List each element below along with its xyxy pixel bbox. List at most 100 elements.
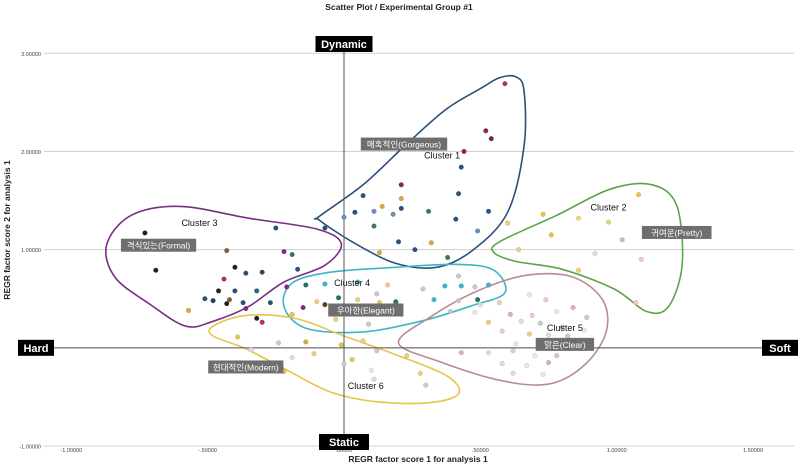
cluster-name-label: Cluster 3 — [181, 218, 217, 228]
data-point — [499, 328, 505, 334]
data-point — [202, 296, 208, 302]
cluster-adjective-badge — [120, 238, 197, 252]
data-point — [499, 360, 505, 367]
data-point — [398, 196, 404, 202]
cluster-adjective-badge — [208, 360, 284, 374]
data-point — [365, 321, 372, 327]
cluster-adjective-badge — [360, 137, 448, 151]
data-point — [221, 276, 227, 282]
data-point — [455, 191, 462, 197]
data-point — [605, 219, 612, 225]
data-point — [254, 288, 260, 294]
data-point — [281, 249, 287, 255]
data-point — [371, 208, 377, 214]
data-point — [333, 316, 339, 322]
y-tick-label: 2.00000 — [21, 150, 41, 156]
data-point — [224, 248, 230, 254]
axis-label-right: Soft — [769, 343, 791, 355]
data-point — [554, 308, 560, 315]
data-point — [412, 247, 418, 253]
data-point — [526, 292, 533, 298]
cluster-adjective-badge — [641, 225, 712, 239]
data-point — [458, 283, 464, 289]
cluster-outlines — [105, 74, 684, 405]
cluster-adjective-label: 우아한(Elegant) — [337, 306, 395, 316]
data-point — [289, 355, 295, 361]
cluster-outline — [105, 205, 343, 328]
data-point — [524, 362, 530, 369]
data-point — [472, 284, 478, 290]
data-point — [300, 305, 306, 311]
data-point — [526, 331, 533, 337]
data-point — [284, 284, 290, 290]
x-tick-label: -.50000 — [198, 448, 217, 454]
data-point — [638, 256, 644, 263]
data-point — [232, 264, 238, 270]
data-point — [185, 307, 192, 314]
data-point — [398, 182, 404, 188]
data-point — [289, 311, 295, 317]
data-point — [259, 269, 265, 275]
data-point — [575, 267, 582, 273]
x-tick-label: .00000 — [336, 448, 353, 454]
cluster-adjective-label: 매혹적인(Gorgeous) — [367, 140, 441, 150]
data-point — [355, 279, 361, 285]
data-point — [502, 81, 508, 87]
data-point — [215, 288, 222, 294]
x-tick-label: 1.00000 — [607, 448, 627, 454]
direction-labels: Dynamic Static Hard Soft — [18, 36, 798, 450]
data-point — [445, 254, 451, 261]
x-tick-label: .50000 — [472, 448, 489, 454]
data-point — [224, 301, 230, 307]
data-point — [311, 351, 317, 357]
axis-label-top: Dynamic — [321, 39, 367, 51]
data-point — [341, 214, 347, 220]
cluster-adjective-label: 귀여운(Pretty) — [651, 228, 702, 238]
data-point — [570, 305, 576, 311]
data-point — [226, 297, 233, 303]
cluster-adjective-badge — [328, 303, 404, 317]
data-point — [371, 376, 377, 382]
data-point — [267, 300, 273, 306]
cluster-outline — [313, 74, 527, 269]
y-tick-label: 1.00000 — [21, 248, 41, 254]
data-point — [554, 353, 560, 359]
data-point — [475, 228, 481, 234]
data-point — [355, 297, 361, 303]
data-point — [592, 251, 598, 257]
data-point — [447, 308, 453, 315]
data-point — [545, 359, 552, 366]
cluster-adjective-label: 현대적인(Modern) — [213, 362, 279, 372]
data-point — [423, 382, 429, 388]
data-point — [488, 136, 494, 142]
cluster-name-label: Cluster 2 — [591, 202, 627, 212]
data-point — [453, 216, 459, 222]
data-point — [398, 205, 404, 211]
data-point — [485, 208, 492, 214]
data-point — [485, 282, 492, 288]
data-point — [235, 334, 241, 340]
data-point — [376, 250, 383, 256]
data-point — [368, 367, 374, 373]
data-point — [513, 341, 519, 347]
cluster-name-label: Cluster 1 — [424, 150, 460, 160]
data-point — [360, 193, 366, 199]
data-point — [532, 353, 538, 359]
data-point — [349, 357, 355, 363]
data-point — [475, 297, 481, 303]
data-point — [455, 298, 462, 304]
data-point — [619, 237, 625, 243]
data-point — [540, 371, 546, 377]
data-point — [537, 320, 543, 326]
tick-labels: -1.00000 .00000 1.00000 2.00000 3.00000 -1.00… — [19, 52, 763, 454]
data-point — [153, 267, 159, 273]
data-point — [496, 300, 503, 306]
data-point — [390, 211, 396, 217]
data-point — [425, 208, 432, 214]
data-point — [431, 297, 437, 303]
data-point — [142, 230, 148, 236]
cluster-outline — [208, 314, 461, 405]
data-point — [395, 239, 402, 245]
axis-label-bottom: Static — [329, 437, 359, 449]
